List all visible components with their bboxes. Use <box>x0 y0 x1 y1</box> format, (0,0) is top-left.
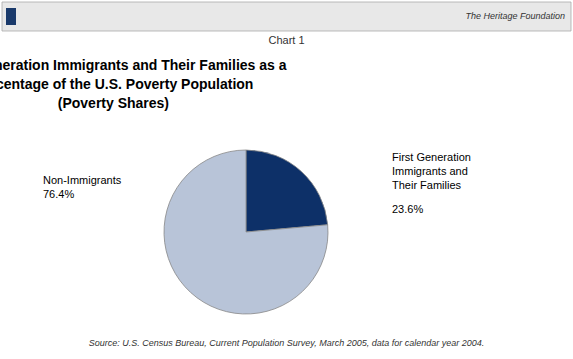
svg-text:76.4%: 76.4% <box>43 188 74 200</box>
svg-text:Their Families: Their Families <box>392 179 462 191</box>
svg-text:Percentage of the U.S. Poverty: Percentage of the U.S. Poverty Populatio… <box>0 76 253 92</box>
svg-text:(Poverty Shares): (Poverty Shares) <box>58 95 169 111</box>
svg-text:Source: U.S. Census Bureau, Cu: Source: U.S. Census Bureau, Current Popu… <box>89 338 485 348</box>
svg-text:Non-Immigrants: Non-Immigrants <box>43 174 122 186</box>
svg-text:First Generation: First Generation <box>392 151 471 163</box>
svg-text:Chart 1: Chart 1 <box>268 34 304 46</box>
svg-text:Immigrants and: Immigrants and <box>392 165 468 177</box>
svg-text:First-Generation Immigrants an: First-Generation Immigrants and Their Fa… <box>0 57 287 73</box>
svg-text:The Heritage Foundation: The Heritage Foundation <box>465 11 565 21</box>
svg-text:23.6%: 23.6% <box>392 203 423 215</box>
